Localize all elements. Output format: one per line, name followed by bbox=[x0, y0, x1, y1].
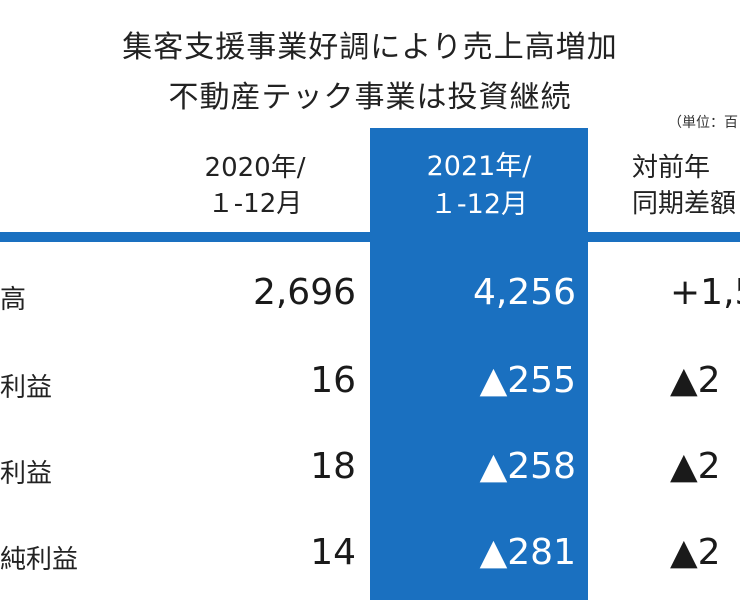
value-diff-ordinary-profit: ▲2 bbox=[670, 446, 721, 487]
row-label-ordinary-profit: 利益 bbox=[0, 459, 53, 489]
value-2020-operating-profit: 16 bbox=[310, 360, 356, 401]
row-label-sales: 高 bbox=[0, 285, 27, 315]
column-header-2021-line2: １-12月 bbox=[429, 189, 529, 220]
value-diff-operating-profit: ▲2 bbox=[670, 360, 721, 401]
column-header-2021: 2021年/ １-12月 bbox=[370, 148, 588, 224]
unit-note: （単位：百 bbox=[668, 115, 738, 131]
column-header-2020: 2020年/ １-12月 bbox=[160, 150, 350, 222]
value-diff-sales: +1,5 bbox=[670, 272, 740, 313]
value-2021-net-profit: ▲281 bbox=[479, 532, 576, 573]
column-header-2021-line1: 2021年/ bbox=[426, 151, 532, 182]
value-2020-sales: 2,696 bbox=[252, 272, 356, 313]
header-divider bbox=[0, 232, 740, 242]
value-2021-ordinary-profit: ▲258 bbox=[479, 446, 576, 487]
value-diff-net-profit: ▲2 bbox=[670, 532, 721, 573]
column-header-diff: 対前年 同期差額 bbox=[632, 150, 736, 222]
value-2020-net-profit: 14 bbox=[310, 532, 356, 573]
page-subtitle: 不動産テック事業は投資継続 bbox=[168, 80, 572, 115]
column-header-2020-line2: １-12月 bbox=[207, 189, 303, 219]
column-header-diff-line2: 同期差額 bbox=[632, 189, 737, 219]
value-2021-operating-profit: ▲255 bbox=[479, 360, 576, 401]
value-2021-sales: 4,256 bbox=[472, 272, 576, 313]
column-header-diff-line1: 対前年 bbox=[632, 153, 711, 183]
column-header-2020-line1: 2020年/ bbox=[204, 153, 306, 183]
row-label-operating-profit: 利益 bbox=[0, 373, 53, 403]
value-2020-ordinary-profit: 18 bbox=[310, 446, 356, 487]
row-label-net-profit: 純利益 bbox=[0, 545, 79, 575]
highlight-column-2021 bbox=[370, 128, 588, 600]
page-title: 集客支援事業好調により売上高増加 bbox=[122, 30, 618, 65]
